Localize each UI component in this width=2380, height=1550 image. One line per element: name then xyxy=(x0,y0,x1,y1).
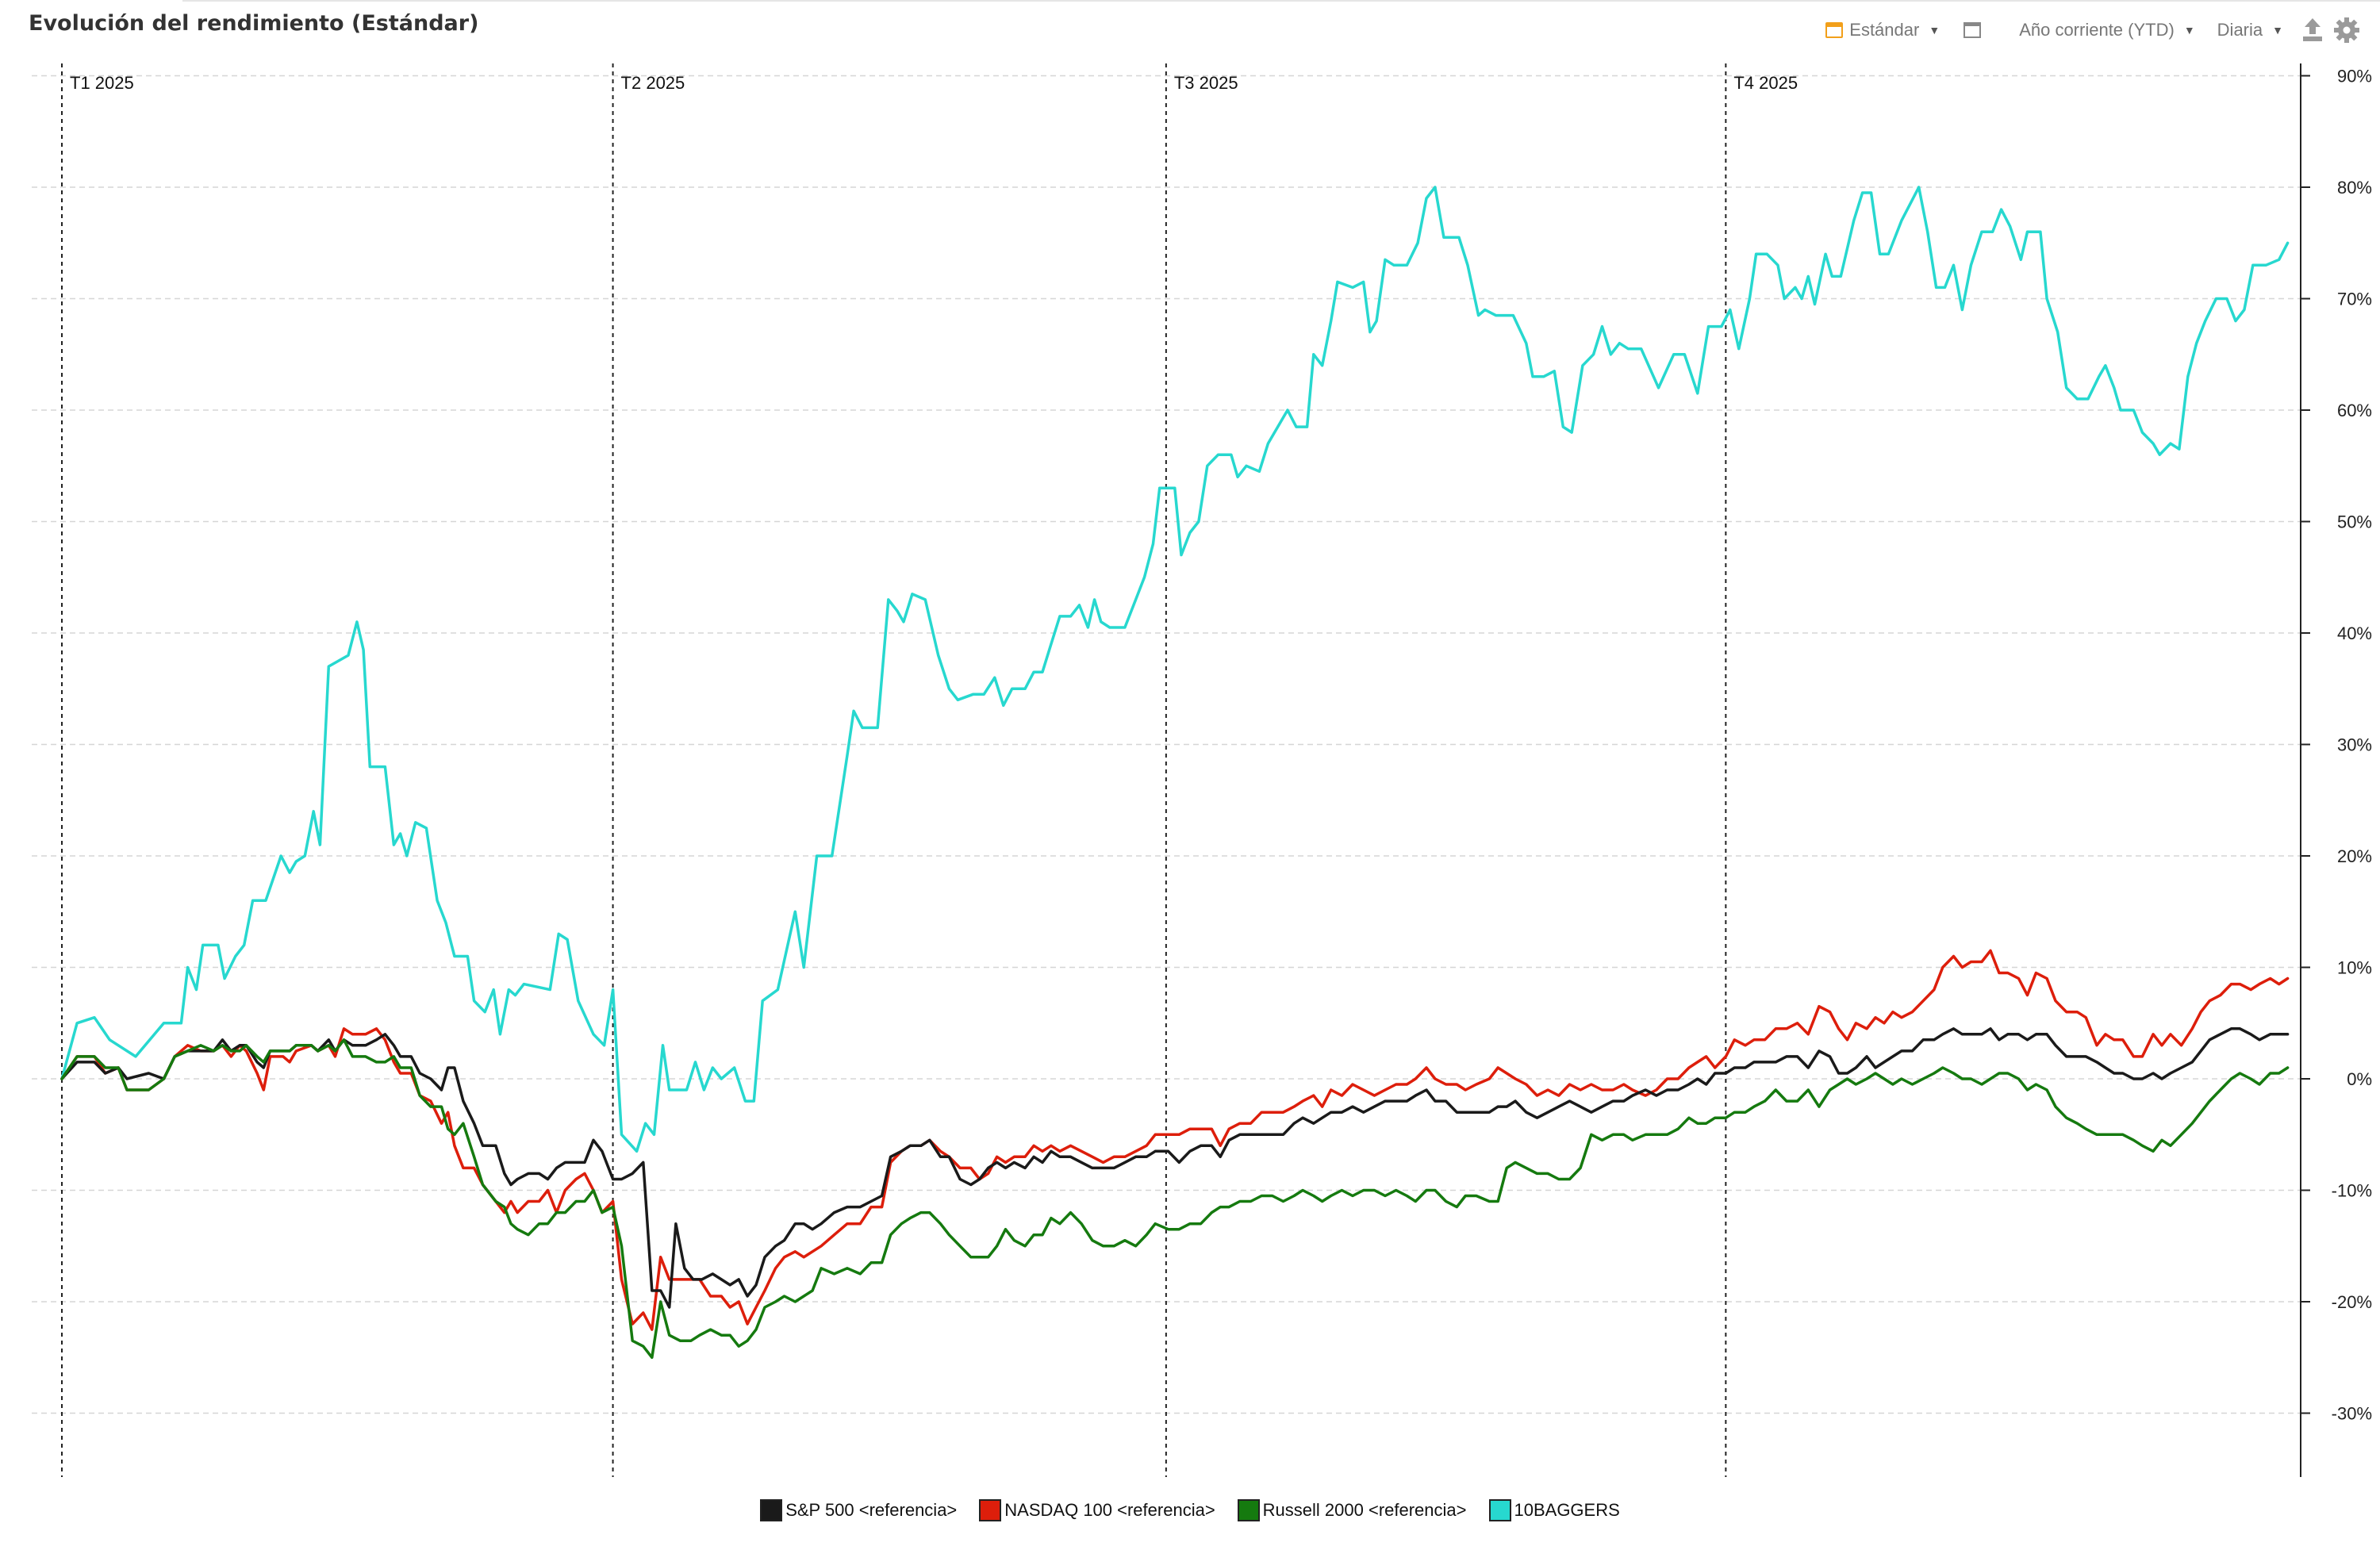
quarter-label: T1 2025 xyxy=(70,73,134,93)
window-icon[interactable] xyxy=(1964,22,1982,38)
legend-label: NASDAQ 100 <referencia> xyxy=(1004,1500,1215,1520)
y-tick-label: 30% xyxy=(2337,735,2372,755)
y-tick-label: 80% xyxy=(2337,178,2372,198)
quarter-label: T2 2025 xyxy=(621,73,685,93)
series-line xyxy=(60,186,2290,1153)
series-line xyxy=(60,949,2290,1331)
gear-icon[interactable] xyxy=(2332,16,2361,44)
y-tick-label: -10% xyxy=(2332,1181,2372,1201)
legend-item[interactable]: Russell 2000 <referencia> xyxy=(1237,1499,1467,1521)
y-tick-label: 90% xyxy=(2337,67,2372,86)
legend-item[interactable]: NASDAQ 100 <referencia> xyxy=(979,1499,1215,1521)
y-tick-label: 20% xyxy=(2337,846,2372,866)
period-selector[interactable]: Año corriente (YTD) ▼ xyxy=(2019,20,2194,40)
quarter-label: T3 2025 xyxy=(1174,73,1238,93)
y-tick-label: 10% xyxy=(2337,958,2372,978)
y-tick-label: 50% xyxy=(2337,512,2372,532)
frequency-selector[interactable]: Diaria ▼ xyxy=(2217,20,2283,40)
y-tick-label: 40% xyxy=(2337,623,2372,643)
y-tick-label: 60% xyxy=(2337,401,2372,420)
chart-title: Evolución del rendimiento (Estándar) xyxy=(29,11,479,36)
chevron-down-icon: ▼ xyxy=(1929,24,1940,36)
legend-label: 10BAGGERS xyxy=(1514,1500,1620,1520)
y-tick-label: -20% xyxy=(2332,1292,2372,1312)
y-tick-label: 70% xyxy=(2337,290,2372,309)
legend-item[interactable]: 10BAGGERS xyxy=(1488,1499,1620,1521)
calendar-icon xyxy=(1825,22,1844,38)
view-selector-label: Estándar xyxy=(1849,20,1920,40)
legend-label: S&P 500 <referencia> xyxy=(785,1500,958,1520)
legend-swatch xyxy=(979,1499,1002,1521)
series-line xyxy=(60,1038,2290,1360)
toolbar: Estándar ▼ Año corriente (YTD) ▼ Diaria … xyxy=(1825,14,2361,46)
top-border xyxy=(182,0,2380,2)
legend-swatch xyxy=(1237,1499,1260,1521)
chart-legend: S&P 500 <referencia> NASDAQ 100 <referenc… xyxy=(0,1499,2380,1521)
series-line xyxy=(60,1027,2290,1309)
view-selector[interactable]: Estándar ▼ xyxy=(1825,20,1940,40)
chevron-down-icon: ▼ xyxy=(2272,24,2283,36)
share-icon[interactable] xyxy=(2301,17,2324,44)
quarter-label: T4 2025 xyxy=(1733,73,1798,93)
y-tick-label: 0% xyxy=(2347,1069,2372,1089)
legend-item[interactable]: S&P 500 <referencia> xyxy=(760,1499,957,1521)
legend-swatch xyxy=(760,1499,783,1521)
y-tick-label: -30% xyxy=(2332,1404,2372,1424)
legend-swatch xyxy=(1488,1499,1511,1521)
chevron-down-icon: ▼ xyxy=(2183,24,2195,36)
frequency-selector-label: Diaria xyxy=(2217,20,2263,40)
legend-label: Russell 2000 <referencia> xyxy=(1262,1500,1467,1520)
period-selector-label: Año corriente (YTD) xyxy=(2019,20,2175,40)
